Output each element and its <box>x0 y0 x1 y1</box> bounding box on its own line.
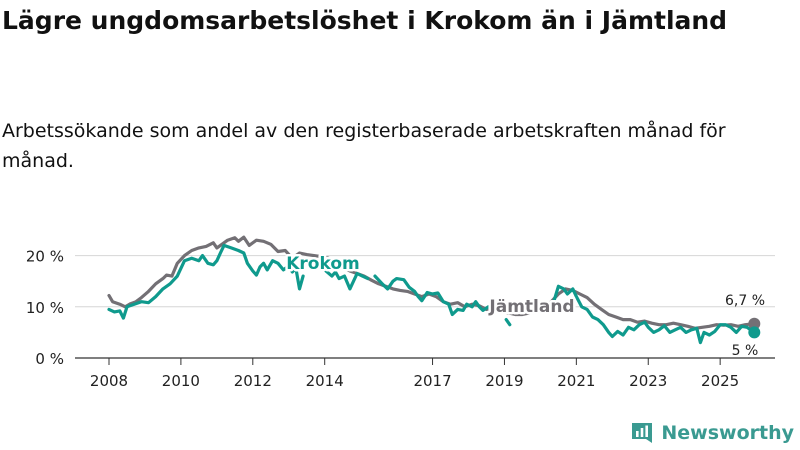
series-line-krokom <box>107 243 305 320</box>
chart-title: Lägre ungdomsarbetslöshet i Krokom än i … <box>2 6 728 35</box>
series-label-krokom: Krokom <box>286 254 359 274</box>
x-tick-label: 2025 <box>701 372 739 390</box>
chart-subtitle: Arbetssökande som andel av den registerb… <box>2 120 726 172</box>
y-tick-label: 10 % <box>26 299 64 317</box>
x-tick-label: 2021 <box>557 372 595 390</box>
series-label-krokom-halo: Krokom <box>286 254 359 274</box>
x-tick-label: 2023 <box>629 372 667 390</box>
series-line-jamtland <box>107 235 756 330</box>
newsworthy-brand-text: Newsworthy <box>661 422 794 444</box>
end-point-jamtland <box>748 317 761 330</box>
series-line-krokom <box>546 284 756 345</box>
series-line-krokom <box>373 274 496 317</box>
x-tick-label: 2012 <box>234 372 272 390</box>
x-tick-label: 2019 <box>485 372 523 390</box>
end-label-krokom: 5 % <box>732 343 759 359</box>
series-line-krokom <box>319 264 370 291</box>
x-tick-label: 2014 <box>306 372 344 390</box>
newsworthy-logo-icon <box>632 423 653 443</box>
end-label-jamtland: 6,7 % <box>725 293 765 309</box>
x-tick-label: 2010 <box>162 372 200 390</box>
y-tick-label: 20 % <box>26 248 64 266</box>
series-line-krokom <box>504 318 512 327</box>
end-point-krokom <box>748 326 761 339</box>
series-label-jamtland: Jämtland <box>488 297 574 317</box>
y-tick-label: 0 % <box>35 350 64 368</box>
series-label-jamtland-halo: Jämtland <box>488 297 574 317</box>
newsworthy-logo: Newsworthy <box>629 420 794 446</box>
x-tick-label: 2008 <box>90 372 128 390</box>
x-tick-label: 2017 <box>413 372 451 390</box>
